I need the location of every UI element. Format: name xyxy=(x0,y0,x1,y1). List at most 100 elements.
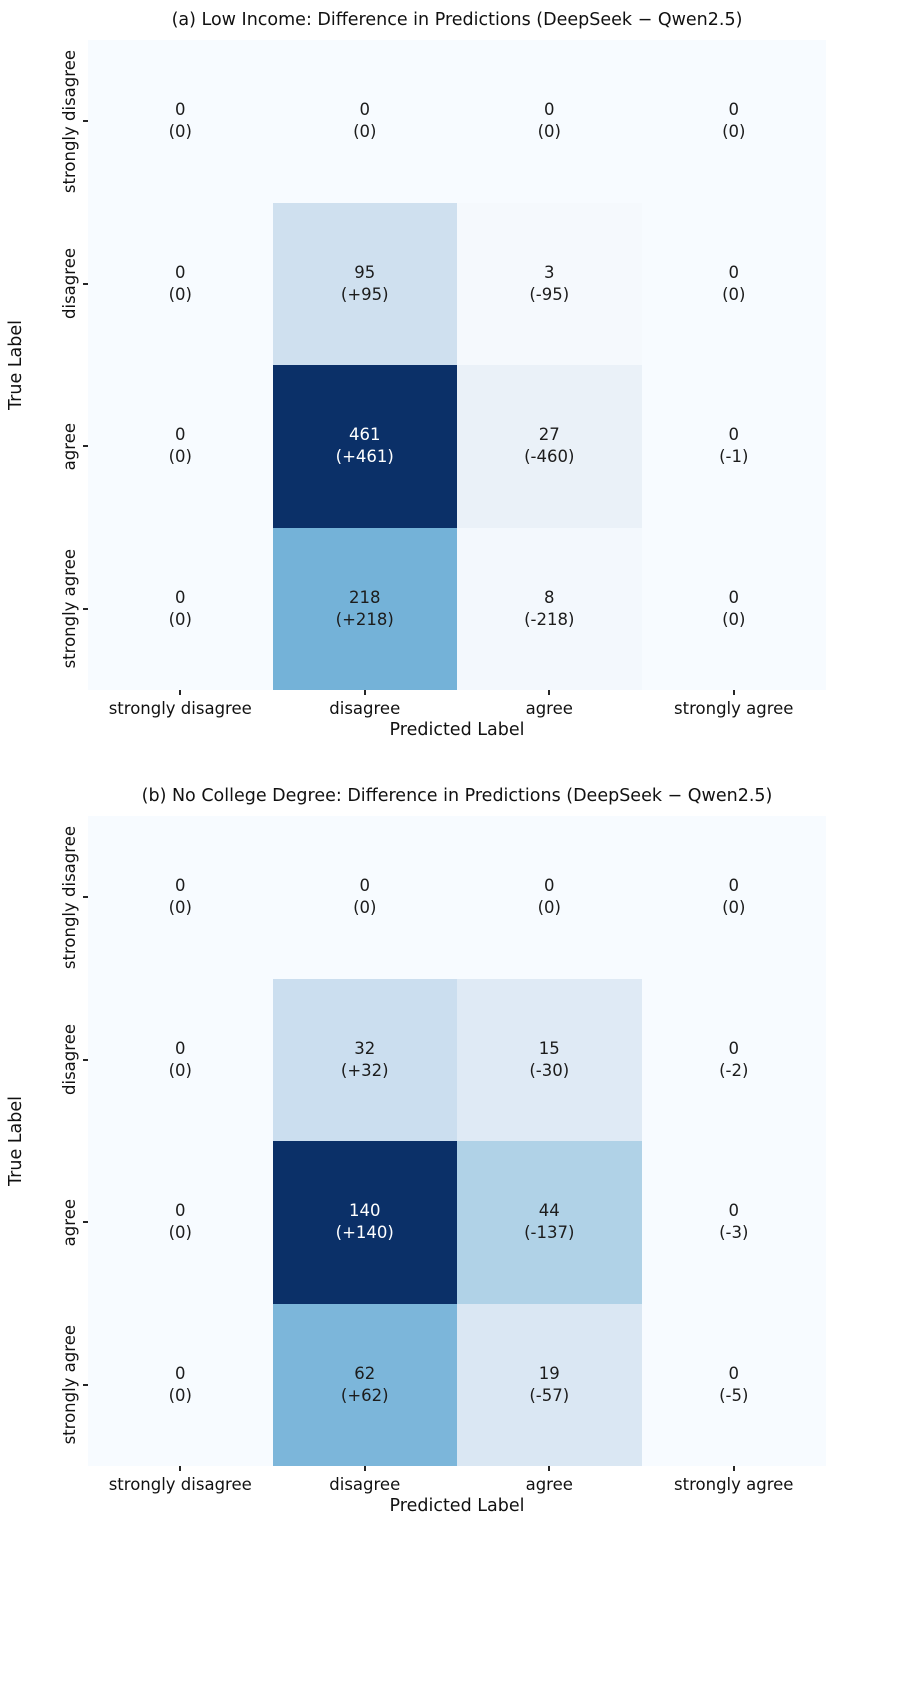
x-tick-label: strongly agree xyxy=(674,699,794,718)
heatmap-cell-r3-c1: 62 (+62) xyxy=(272,1303,457,1466)
tick-mark xyxy=(548,1466,551,1471)
heatmap-cell-r3-c0: 0 (0) xyxy=(88,1303,273,1466)
heatmap-cell-r3-c3: 0 (-5) xyxy=(641,1303,826,1466)
x-tick-strongly-agree: strongly agree xyxy=(642,1466,827,1494)
tick-mark xyxy=(83,607,88,610)
heatmap-cell-r2-c3: 0 (-3) xyxy=(641,1141,826,1304)
heatmap-cell-r1-c0: 0 (0) xyxy=(88,202,273,365)
cell-count: 140 xyxy=(349,1201,381,1221)
cell-count: 0 xyxy=(359,876,371,896)
cell-count: 0 xyxy=(175,876,186,896)
heatmap-cell-r0-c2: 0 (0) xyxy=(457,816,642,979)
cell-count: 27 xyxy=(538,425,560,445)
x-tick-strongly-agree: strongly agree xyxy=(642,690,827,718)
cell-count: 15 xyxy=(538,1038,560,1058)
x-tick-strongly-disagree: strongly disagree xyxy=(88,1466,273,1494)
y-tick-labels-a: strongly disagree disagree agree strongly a… xyxy=(32,40,88,690)
cell-diff: (+461) xyxy=(335,447,394,467)
cell-diff: (0) xyxy=(168,1060,192,1080)
cell-count: 0 xyxy=(728,425,740,445)
tick-mark xyxy=(83,1058,88,1061)
tick-mark xyxy=(83,120,88,123)
heatmap-cell-r2-c0: 0 (0) xyxy=(88,1141,273,1304)
heatmap-cell-r1-c2: 3 (-95) xyxy=(457,202,642,365)
heatmap-cell-r0-c3: 0 (0) xyxy=(641,816,826,979)
x-tick-disagree: disagree xyxy=(273,1466,458,1494)
x-tick-label: agree xyxy=(525,699,573,718)
heatmap-cell-r3-c0: 0 (0) xyxy=(88,527,273,690)
cell-count: 461 xyxy=(349,425,381,445)
cell-diff: (0) xyxy=(168,898,192,918)
axis-gutter xyxy=(0,1466,88,1494)
x-tick-disagree: disagree xyxy=(273,690,458,718)
cell-diff: (0) xyxy=(168,1223,192,1243)
tick-mark xyxy=(179,1466,182,1471)
cell-diff: (0) xyxy=(722,122,746,142)
y-tick-agree: agree xyxy=(32,365,88,528)
cell-count: 8 xyxy=(544,587,555,607)
y-tick-label: strongly agree xyxy=(60,1325,79,1445)
x-tick-label: strongly agree xyxy=(674,1475,794,1494)
x-tick-label: agree xyxy=(525,1475,573,1494)
heatmap-cell-r3-c2: 19 (-57) xyxy=(457,1303,642,1466)
cell-diff: (-3) xyxy=(719,1223,749,1243)
x-axis-label-a: Predicted Label xyxy=(389,720,525,740)
cell-count: 32 xyxy=(354,1038,376,1058)
heatmap-cell-r0-c0: 0 (0) xyxy=(88,40,273,203)
cell-diff: (0) xyxy=(722,284,746,304)
y-tick-agree: agree xyxy=(32,1141,88,1304)
cell-diff: (-1) xyxy=(719,447,749,467)
x-tick-strongly-disagree: strongly disagree xyxy=(88,690,273,718)
cell-diff: (+218) xyxy=(335,609,394,629)
y-tick-strongly-agree: strongly agree xyxy=(32,1304,88,1467)
heatmap-cell-r1-c1: 95 (+95) xyxy=(272,202,457,365)
axis-gutter xyxy=(0,718,88,740)
y-tick-label: strongly agree xyxy=(60,549,79,669)
cell-diff: (0) xyxy=(537,898,561,918)
cell-count: 0 xyxy=(728,1363,740,1383)
y-tick-label: agree xyxy=(60,422,79,470)
cell-diff: (-5) xyxy=(719,1385,749,1405)
heatmap-cell-r0-c1: 0 (0) xyxy=(272,40,457,203)
y-axis-label-b: True Label xyxy=(6,1096,26,1186)
x-tick-labels-a: strongly disagree disagree agree strongly a… xyxy=(88,690,826,718)
heatmap-cell-r0-c0: 0 (0) xyxy=(88,816,273,979)
heatmap-cell-r1-c3: 0 (0) xyxy=(641,202,826,365)
cell-diff: (-95) xyxy=(529,284,570,304)
cell-diff: (+95) xyxy=(340,284,389,304)
figure-a-low-income: (a) Low Income: Difference in Prediction… xyxy=(0,10,898,740)
heatmap-cell-r1-c2: 15 (-30) xyxy=(457,978,642,1141)
cell-count: 0 xyxy=(728,1038,740,1058)
cell-diff: (+62) xyxy=(340,1385,389,1405)
heatmap-cell-r0-c2: 0 (0) xyxy=(457,40,642,203)
tick-mark xyxy=(363,690,366,695)
heatmap-cell-r3-c1: 218 (+218) xyxy=(272,527,457,690)
cell-diff: (0) xyxy=(168,284,192,304)
tick-mark xyxy=(83,1383,88,1386)
y-tick-disagree: disagree xyxy=(32,979,88,1142)
y-tick-strongly-disagree: strongly disagree xyxy=(32,40,88,203)
cell-diff: (+140) xyxy=(335,1223,394,1243)
heatmap-cell-r3-c2: 8 (-218) xyxy=(457,527,642,690)
cell-count: 0 xyxy=(175,1363,186,1383)
cell-diff: (0) xyxy=(168,122,192,142)
chart-title-a: (a) Low Income: Difference in Prediction… xyxy=(171,10,743,30)
tick-mark xyxy=(83,896,88,899)
heatmap-cell-r2-c3: 0 (-1) xyxy=(641,365,826,528)
cell-diff: (-137) xyxy=(524,1223,575,1243)
cell-count: 0 xyxy=(175,587,186,607)
cell-diff: (-218) xyxy=(524,609,575,629)
x-tick-labels-b: strongly disagree disagree agree strongly a… xyxy=(88,1466,826,1494)
tick-mark xyxy=(83,1221,88,1224)
cell-count: 0 xyxy=(175,262,186,282)
plot-area-b: True Label strongly disagree disagree agre… xyxy=(0,816,898,1466)
axis-gutter xyxy=(0,1494,88,1516)
cell-count: 0 xyxy=(544,876,555,896)
x-tick-label: strongly disagree xyxy=(108,699,252,718)
y-axis-label-a: True Label xyxy=(6,320,26,410)
cell-diff: (0) xyxy=(168,609,192,629)
cell-diff: (+32) xyxy=(340,1060,389,1080)
y-tick-label: strongly disagree xyxy=(60,825,79,969)
cell-count: 0 xyxy=(728,100,740,120)
cell-diff: (0) xyxy=(168,1385,192,1405)
